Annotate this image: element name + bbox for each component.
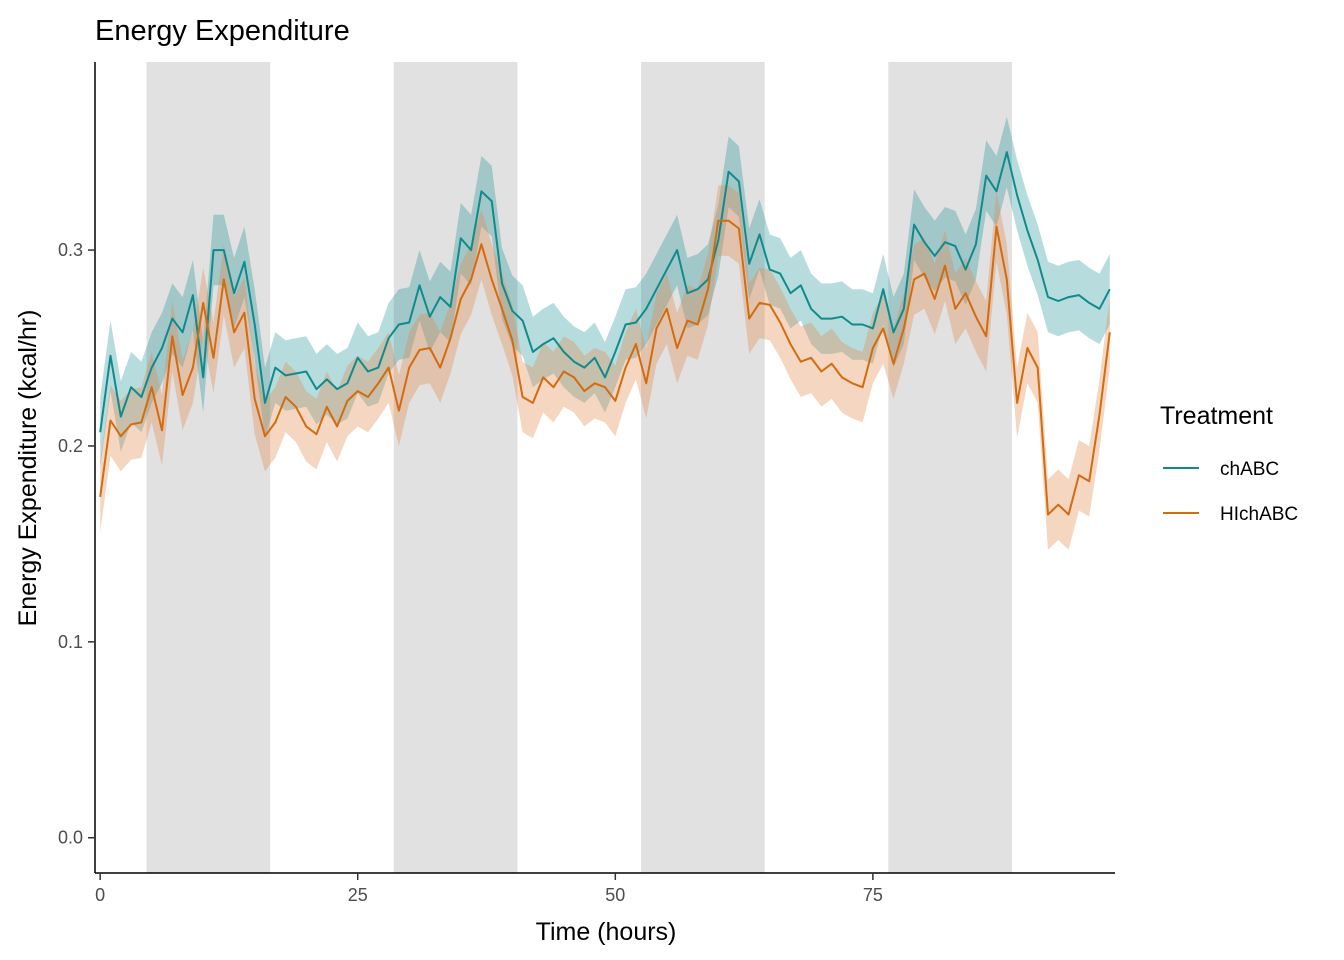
confidence-ribbons (100, 116, 1110, 550)
y-tick-label: 0.3 (58, 240, 83, 260)
ribbon-hichabc (100, 185, 1110, 550)
x-axis-title: Time (hours) (536, 918, 677, 946)
legend-label: chABC (1220, 459, 1279, 480)
legend-item-chabc: chABC (1163, 459, 1279, 480)
series-line-chabc (99, 151, 1111, 433)
x-tick-label: 25 (348, 885, 368, 905)
chart-title: Energy Expenditure (95, 15, 350, 47)
legend-label: HIchABC (1220, 504, 1298, 525)
y-tick-label: 0.2 (58, 436, 83, 456)
legend: Treatment chABC HIchABC (1160, 402, 1298, 525)
x-tick-label: 75 (863, 885, 883, 905)
y-axis-title: Energy Expenditure (kcal/hr) (14, 310, 42, 627)
dark-period-band-2 (393, 62, 518, 873)
dark-period-band-1 (146, 62, 271, 873)
dark-period-band-4 (888, 62, 1012, 873)
legend-title: Treatment (1160, 402, 1273, 430)
x-tick-label: 0 (95, 885, 105, 905)
x-tick-label: 50 (605, 885, 625, 905)
axes: 0 25 50 75 0.0 0.1 0.2 0.3 (58, 62, 1115, 905)
series-line-hichabc (99, 219, 1111, 516)
y-tick-label: 0.1 (58, 632, 83, 652)
dark-period-band-3 (641, 62, 765, 873)
dark-period-bands (146, 62, 1012, 873)
ribbon-chabc (100, 116, 1110, 468)
series-lines (99, 151, 1111, 516)
legend-item-hichabc: HIchABC (1163, 504, 1298, 525)
y-tick-label: 0.0 (58, 828, 83, 848)
